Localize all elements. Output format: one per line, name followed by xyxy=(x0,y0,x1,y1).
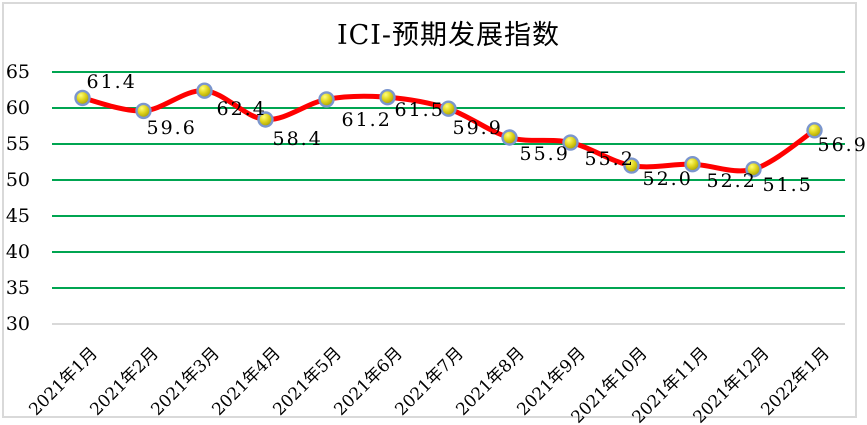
data-label: 55.2 xyxy=(584,147,635,170)
data-label: 62.4 xyxy=(216,97,267,120)
data-point-marker xyxy=(501,129,518,146)
data-label: 61.2 xyxy=(341,109,392,132)
data-label: 61.4 xyxy=(86,70,137,93)
data-label: 55.9 xyxy=(519,142,570,165)
data-point-marker xyxy=(196,82,213,99)
data-point-marker xyxy=(379,88,396,106)
data-point-marker xyxy=(74,89,91,107)
gridlines xyxy=(52,71,845,325)
data-point-markers xyxy=(74,82,823,178)
data-label: 51.5 xyxy=(762,174,813,197)
data-label: 52.0 xyxy=(642,167,693,190)
data-point-marker xyxy=(257,111,274,128)
y-axis-tick-label: 65 xyxy=(5,61,30,83)
data-point-marker xyxy=(562,134,579,151)
y-axis-tick-label: 45 xyxy=(5,205,30,227)
data-point-marker xyxy=(135,102,152,120)
y-axis-tick-label: 30 xyxy=(5,313,30,335)
chart-border xyxy=(2,2,857,418)
data-point-marker xyxy=(623,157,640,174)
data-label: 61.5 xyxy=(394,99,445,122)
data-label: 58.4 xyxy=(272,127,323,150)
y-axis-tick-label: 35 xyxy=(5,277,30,299)
data-point-marker xyxy=(806,122,823,139)
y-axis-tick-label: 40 xyxy=(5,241,30,263)
data-label: 59.6 xyxy=(146,116,197,139)
y-axis-tick-label: 50 xyxy=(5,169,30,191)
data-point-marker xyxy=(440,100,457,117)
data-point-marker xyxy=(318,91,335,108)
data-point-marker xyxy=(745,160,762,178)
data-label: 59.9 xyxy=(452,116,503,139)
data-label: 52.2 xyxy=(706,170,757,193)
y-axis-tick-label: 60 xyxy=(5,97,30,119)
data-label: 56.9 xyxy=(817,134,867,157)
chart-title: ICI-预期发展指数 xyxy=(336,20,561,51)
data-point-marker xyxy=(684,155,701,173)
y-axis-tick-label: 55 xyxy=(5,133,30,155)
